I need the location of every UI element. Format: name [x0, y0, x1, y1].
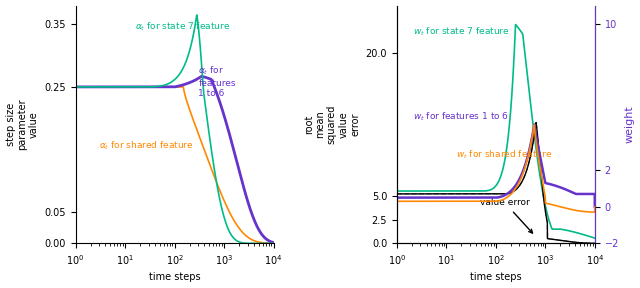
Text: value error: value error [480, 198, 532, 233]
Text: $w_t$ for shared feature: $w_t$ for shared feature [456, 149, 552, 161]
Y-axis label: root
mean
squared
value
error: root mean squared value error [303, 105, 360, 144]
Text: $w_t$ for state 7 feature: $w_t$ for state 7 feature [413, 25, 509, 38]
Y-axis label: step size
parameter
value: step size parameter value [6, 99, 39, 150]
Y-axis label: weight: weight [625, 106, 634, 143]
Text: $\alpha_t$ for
features
1 to 6: $\alpha_t$ for features 1 to 6 [198, 65, 236, 98]
Text: $\alpha_t$ for shared feature: $\alpha_t$ for shared feature [99, 139, 194, 152]
X-axis label: time steps: time steps [470, 272, 522, 283]
X-axis label: time steps: time steps [149, 272, 200, 283]
Text: $\alpha_t$ for state 7 feature: $\alpha_t$ for state 7 feature [135, 20, 230, 33]
Text: $w_t$ for features 1 to 6: $w_t$ for features 1 to 6 [413, 111, 509, 123]
